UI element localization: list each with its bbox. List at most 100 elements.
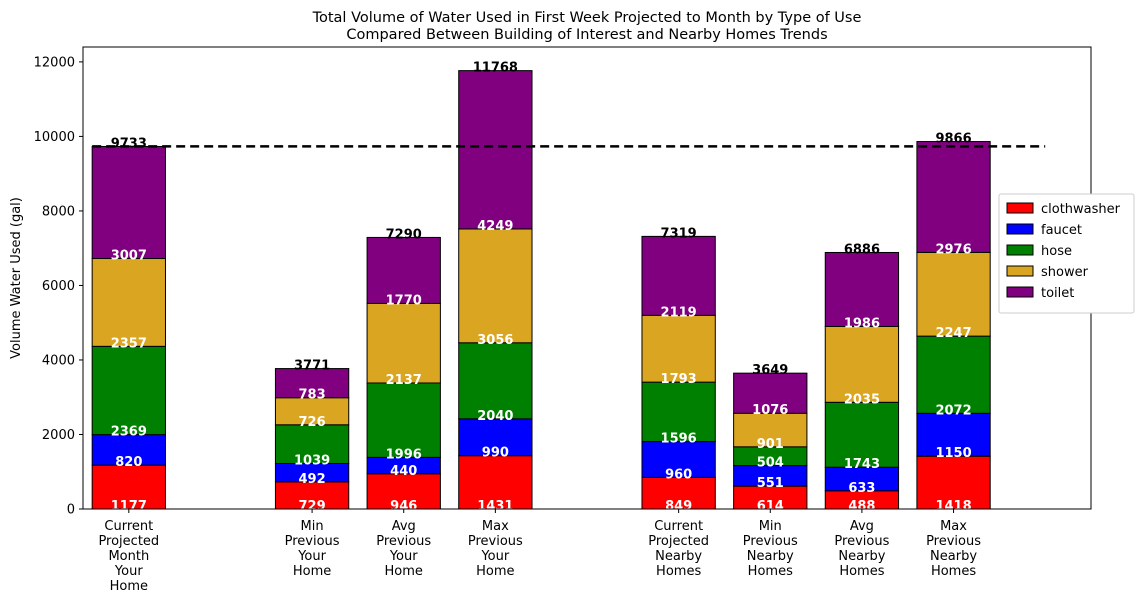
bar-segment-hose — [916, 335, 991, 414]
data-label-faucet: 492 — [299, 472, 326, 487]
bar-segment-shower — [641, 314, 716, 383]
total-label: 6886 — [844, 242, 880, 257]
legend-swatch-hose — [1006, 244, 1034, 256]
bar-segment-toilet — [458, 70, 533, 230]
data-label-shower: 2035 — [844, 392, 880, 407]
total-label: 9733 — [111, 136, 147, 151]
bar-segment-shower — [274, 397, 350, 426]
bar-segment-faucet — [91, 434, 166, 466]
chart-subtitle: Compared Between Building of Interest an… — [346, 27, 827, 43]
legend-label-toilet: toilet — [1041, 286, 1074, 301]
legend-swatch-toilet — [1006, 286, 1034, 298]
data-label-clothwasher: 488 — [848, 499, 875, 514]
y-tick-label: 4000 — [42, 353, 75, 368]
bar-segment-clothwasher — [916, 455, 991, 510]
x-tick-label: Max Previous Your Home — [468, 519, 523, 579]
bar-segment-toilet — [274, 368, 350, 399]
y-tick-label: 2000 — [42, 428, 75, 443]
y-tick-label: 10000 — [34, 130, 75, 145]
total-label: 7290 — [386, 227, 422, 242]
legend-swatch-clothwasher — [1006, 202, 1034, 214]
bar-segment-clothwasher — [274, 481, 350, 510]
data-label-toilet: 2976 — [935, 242, 971, 257]
data-label-clothwasher: 1177 — [111, 499, 147, 514]
data-label-shower: 2137 — [386, 373, 422, 388]
data-label-faucet: 633 — [848, 481, 875, 496]
bar-segment-clothwasher — [91, 464, 166, 510]
data-label-hose: 1743 — [844, 457, 880, 472]
data-label-shower: 1793 — [661, 372, 697, 387]
bar-segment-hose — [274, 424, 350, 465]
data-label-faucet: 820 — [115, 455, 142, 470]
legend-label-shower: shower — [1041, 265, 1089, 280]
x-tick-label: Current Projected Nearby Homes — [648, 519, 709, 579]
data-label-hose: 2072 — [935, 403, 971, 418]
data-label-clothwasher: 946 — [390, 499, 417, 514]
bar-segment-hose — [458, 342, 533, 420]
bar-segment-toilet — [824, 251, 900, 327]
bar-segment-hose — [91, 345, 166, 436]
bar-segment-shower — [916, 251, 991, 337]
bar-segment-shower — [366, 302, 441, 384]
data-label-clothwasher: 1418 — [935, 499, 971, 514]
x-tick-label: Avg Previous Nearby Homes — [834, 519, 889, 579]
data-label-faucet: 440 — [390, 464, 417, 479]
data-label-toilet: 1986 — [844, 316, 880, 331]
data-label-faucet: 990 — [482, 446, 509, 461]
bar-segment-shower — [824, 325, 900, 403]
bar-segment-toilet — [366, 236, 441, 304]
total-label: 3771 — [294, 358, 330, 373]
bar-segment-shower — [91, 258, 166, 347]
data-label-toilet: 1076 — [752, 403, 788, 418]
legend-swatch-shower — [1006, 265, 1034, 277]
data-label-hose: 1596 — [661, 432, 697, 447]
data-label-hose: 504 — [757, 456, 784, 471]
x-tick-label: Current Projected Month Your Home — [98, 519, 159, 594]
y-tick-label: 6000 — [42, 279, 75, 294]
data-label-hose: 2369 — [111, 425, 147, 440]
legend-label-faucet: faucet — [1041, 223, 1082, 238]
bar-segment-clothwasher — [458, 455, 533, 510]
data-label-faucet: 960 — [665, 467, 692, 482]
bar-segment-shower — [733, 412, 808, 448]
data-label-clothwasher: 1431 — [477, 499, 513, 514]
y-tick-label: 8000 — [42, 204, 75, 219]
data-label-faucet: 1150 — [935, 446, 971, 461]
bar-segment-faucet — [916, 412, 991, 457]
legend-label-hose: hose — [1041, 244, 1072, 259]
data-label-shower: 2357 — [111, 336, 147, 351]
y-axis-label: Volume Water Used (gal) — [9, 197, 24, 359]
data-label-shower: 3056 — [477, 333, 513, 348]
bar-segment-shower — [458, 228, 533, 344]
data-label-shower: 726 — [299, 415, 326, 430]
y-tick-label: 0 — [67, 503, 75, 518]
data-label-hose: 1039 — [294, 454, 330, 469]
legend-swatch-faucet — [1006, 223, 1034, 235]
y-tick-label: 12000 — [34, 55, 75, 70]
x-tick-label: Avg Previous Your Home — [376, 519, 431, 579]
data-label-clothwasher: 729 — [299, 499, 326, 514]
x-tick-label: Min Previous Your Home — [285, 519, 340, 579]
data-label-clothwasher: 849 — [665, 499, 692, 514]
data-label-hose: 1996 — [386, 447, 422, 462]
bar-segment-toilet — [733, 372, 808, 414]
data-label-clothwasher: 614 — [757, 499, 784, 514]
x-tick-label: Max Previous Nearby Homes — [926, 519, 981, 579]
data-label-toilet: 2119 — [661, 305, 697, 320]
bar-segment-hose — [641, 381, 716, 443]
data-label-toilet: 1770 — [386, 293, 422, 308]
bar-segment-toilet — [916, 141, 991, 253]
legend: clothwasher faucet hose shower toilet — [998, 193, 1135, 314]
chart-title: Total Volume of Water Used in First Week… — [312, 10, 862, 26]
data-label-toilet: 783 — [299, 388, 326, 403]
data-label-faucet: 551 — [757, 476, 784, 491]
bar-segment-toilet — [641, 235, 716, 316]
x-tick-label: Min Previous Nearby Homes — [743, 519, 798, 579]
data-label-toilet: 4249 — [477, 219, 513, 234]
total-label: 7319 — [661, 226, 697, 241]
total-label: 11768 — [473, 61, 518, 76]
data-label-shower: 2247 — [935, 326, 971, 341]
total-label: 3649 — [752, 363, 788, 378]
bar-segment-faucet — [458, 418, 533, 457]
